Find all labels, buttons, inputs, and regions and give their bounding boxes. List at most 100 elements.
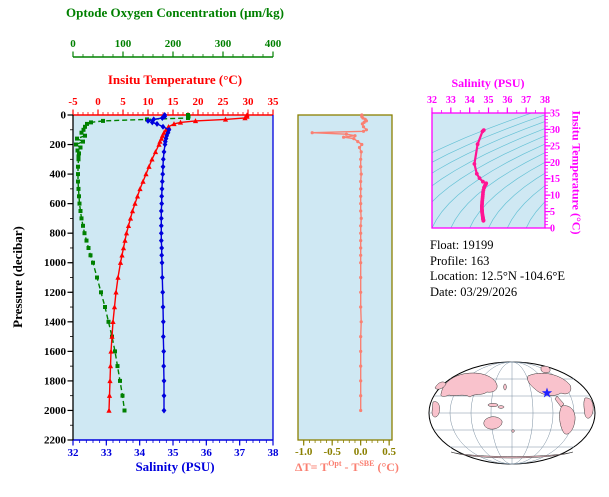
ts-point [480, 129, 485, 134]
oxygen-profile-marker [106, 319, 111, 324]
continent-antarctica [450, 451, 574, 459]
oxygen-profile-marker [77, 194, 81, 199]
temp-profile-marker [152, 149, 159, 155]
tick-label: 15 [550, 174, 560, 185]
delta-t-profile-marker [359, 224, 363, 228]
delta-t-profile-marker [359, 408, 363, 413]
salinity-profile-marker [161, 392, 167, 399]
continent-africa-east [583, 397, 594, 419]
salinity-profile-marker [160, 123, 166, 130]
temp-profile-line [108, 115, 248, 411]
delta-plot-bg [298, 115, 392, 440]
main-plot-bg [73, 115, 273, 440]
oxygen-profile-marker [76, 157, 81, 162]
delta-t-profile-marker [359, 172, 363, 176]
tick-label: 37 [521, 95, 531, 106]
delta-t-profile-marker [344, 132, 348, 136]
tick-label: 36 [502, 95, 512, 106]
tick-label: 2000 [44, 405, 67, 417]
delta-t-profile-marker [359, 246, 363, 250]
delta-t-profile-marker [359, 394, 363, 398]
temperature-axis-title: Insitu Temperature (°C) [107, 72, 243, 87]
tick-label: 15 [168, 96, 180, 108]
salinity-profile-marker [161, 407, 167, 414]
tick-label: 32 [427, 95, 437, 106]
salinity-profile-marker [159, 178, 165, 185]
delta-t-profile-marker [356, 140, 360, 144]
tick-label: 200 [165, 38, 182, 50]
oxygen-profile-marker [88, 253, 93, 258]
central-america [554, 395, 565, 408]
delta-t-profile-marker [359, 335, 363, 339]
tick-label: 25 [550, 141, 560, 152]
float-info: Float: 19199 Profile: 163 Location: 12.5°N… [430, 238, 565, 300]
oxygen-profile-marker [89, 120, 93, 125]
oxygen-profile-marker [84, 238, 89, 243]
tick-label: 25 [218, 96, 230, 108]
temp-profile-marker [171, 121, 177, 127]
oxygen-profile-marker [74, 142, 78, 147]
density-contour [506, 185, 545, 228]
continent-north-america [527, 373, 572, 396]
islands-indonesia [487, 403, 499, 407]
ts-temperature-axis-title: Insitu Temperature (°C) [569, 110, 584, 235]
salinity-profile-marker [158, 237, 164, 244]
world-map [428, 361, 596, 465]
density-contour [488, 172, 545, 228]
delta-title-part3: (°C) [374, 460, 399, 474]
oxygen-profile-marker [113, 349, 117, 354]
tick-label: 36 [201, 447, 213, 459]
oxygen-profile-marker [82, 231, 87, 236]
temp-profile-marker [165, 124, 172, 129]
ts-point [474, 171, 479, 176]
salinity-profile-marker [160, 333, 166, 340]
density-contour [450, 152, 545, 228]
salinity-profile-marker [145, 117, 151, 124]
temp-profile-marker [110, 319, 116, 324]
islands-japan [503, 383, 507, 391]
oxygen-profile-marker [83, 133, 87, 138]
tick-label: 34 [134, 447, 146, 459]
temp-profile-marker [106, 407, 112, 413]
delta-t-profile-marker [364, 128, 368, 132]
temp-profile-marker [242, 115, 248, 121]
temp-profile-marker [108, 348, 114, 354]
salinity-axis-title: Salinity (PSU) [135, 459, 215, 474]
delta-t-profile-marker [310, 131, 314, 135]
tick-label: 35 [268, 96, 280, 108]
density-contour [525, 201, 545, 228]
salinity-profile-marker [160, 318, 166, 325]
salinity-profile-marker [154, 120, 160, 127]
salinity-profile-marker [162, 138, 168, 145]
tick-label: 100 [115, 38, 132, 50]
tick-label: 37 [234, 447, 246, 459]
salinity-profile-marker [162, 141, 168, 148]
salinity-profile-marker [161, 363, 167, 370]
temp-profile-marker [132, 200, 138, 206]
delta-t-profile-marker [360, 142, 364, 147]
delta-t-profile-marker [359, 187, 363, 191]
ts-point [477, 176, 482, 181]
oxygen-profile-marker [81, 139, 85, 144]
ts-plot-bg [432, 113, 545, 228]
tick-label: 0.0 [354, 446, 368, 458]
tick-label: 10 [143, 96, 155, 108]
oxygen-profile-marker [79, 216, 84, 221]
delta-t-profile-marker [360, 122, 364, 126]
tick-label: 300 [215, 38, 232, 50]
tick-label: 32 [68, 447, 80, 459]
tick-label: 30 [550, 125, 560, 136]
delta-t-profile-marker [359, 194, 363, 198]
tick-label: 10 [550, 191, 560, 202]
map-land [431, 365, 594, 459]
ts-point [475, 142, 480, 147]
oxygen-profile-marker [115, 364, 120, 369]
tick-label: 1000 [44, 257, 67, 269]
oxygen-profile-marker [76, 164, 80, 169]
tick-label: 400 [50, 169, 67, 181]
delta-t-profile-marker [359, 165, 363, 169]
delta-t-profile-marker [359, 231, 363, 235]
tick-label: 1600 [44, 346, 67, 358]
continent-south-america [559, 405, 576, 435]
temp-profile-marker [156, 141, 162, 147]
